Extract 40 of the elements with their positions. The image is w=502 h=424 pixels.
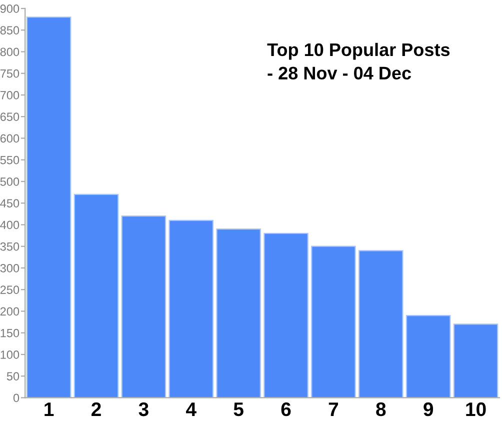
y-tick-label: 700 (0, 91, 20, 100)
x-tick-label: 6 (281, 402, 291, 416)
bar (264, 232, 308, 398)
bar (406, 314, 451, 398)
y-tick-label: 800 (0, 48, 20, 56)
x-tick-label: 7 (328, 402, 338, 416)
y-tick-label: 100 (0, 350, 20, 359)
bar (26, 16, 72, 398)
y-tick-label: 650 (0, 112, 20, 121)
y-tick-label: 500 (0, 178, 20, 186)
y-tick-label: 300 (0, 264, 20, 272)
bar (168, 220, 214, 398)
y-tick-label: 600 (0, 134, 20, 143)
bar (311, 246, 356, 398)
text: Top 10 Popular Posts - 28 Nov - 04 Dec (267, 42, 450, 80)
bar (74, 194, 119, 398)
x-tick-label: 2 (92, 402, 101, 416)
x-tick-label: 9 (424, 402, 434, 416)
x-tick-label: 1 (44, 402, 54, 416)
y-tick-label: 0 (13, 394, 20, 402)
y-tick-label: 750 (0, 69, 20, 78)
y-tick-label: 50 (6, 372, 20, 380)
x-tick-label: 10 (466, 402, 486, 416)
x-tick-label: 5 (234, 402, 244, 416)
y-tick-label: 150 (0, 328, 20, 338)
y-tick-label: 550 (0, 156, 20, 164)
y-tick-label: 450 (0, 199, 20, 208)
y-tick-label: 400 (0, 220, 20, 230)
y-tick-label: 350 (0, 242, 20, 251)
bar (121, 216, 166, 398)
x-tick-label: 8 (376, 402, 386, 416)
x-tick-label: 3 (138, 402, 148, 416)
bar (216, 228, 261, 398)
y-tick-label: 200 (0, 307, 20, 316)
y-tick-label: 850 (0, 26, 20, 34)
y-tick-label: 250 (0, 286, 20, 294)
bar (453, 324, 498, 398)
x-tick-label: 4 (186, 402, 196, 416)
y-tick-label: 900 (0, 4, 20, 13)
bar (358, 250, 404, 398)
